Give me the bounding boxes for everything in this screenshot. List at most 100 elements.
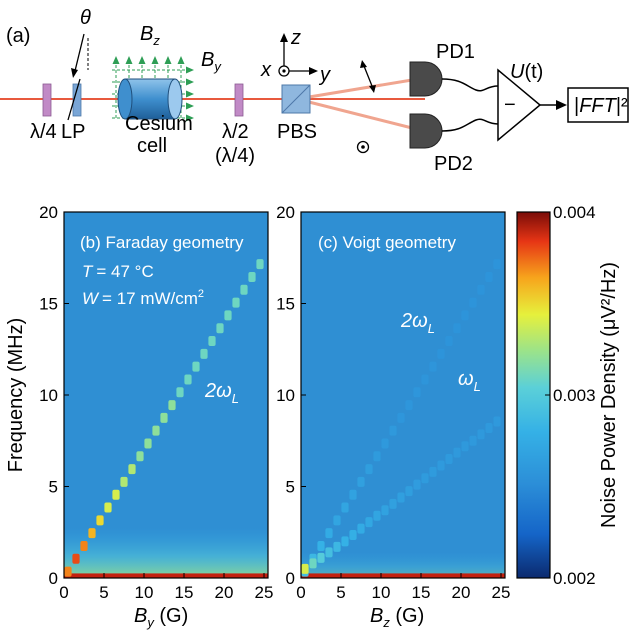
panel-c-series-l-mark bbox=[453, 447, 461, 458]
panel-c-series-l-mark bbox=[461, 441, 469, 452]
beam-to-pd2 bbox=[296, 97, 413, 130]
panel-c-ytick-label: 10 bbox=[276, 386, 295, 405]
differential-amplifier bbox=[497, 68, 542, 142]
wire-pd1 bbox=[441, 78, 499, 92]
panel-c-series-l-mark bbox=[357, 523, 365, 534]
panel-b-series-2l-mark bbox=[80, 540, 88, 551]
lp-label: LP bbox=[61, 121, 85, 143]
panel-c-series-l-mark bbox=[365, 517, 373, 528]
panel-b-xlabel: By (G) bbox=[134, 605, 188, 630]
theta-label: θ bbox=[80, 7, 91, 29]
panel-b-series-2l-mark bbox=[248, 271, 256, 282]
panel-b-ytick-label: 0 bbox=[49, 569, 58, 588]
panel-c-series-l-mark bbox=[325, 547, 333, 558]
panel-c-series-2l-mark bbox=[365, 464, 373, 475]
panel-c-xlabel: Bz (G) bbox=[370, 605, 424, 630]
panel-c-series-2l-mark bbox=[349, 489, 357, 500]
axis-y-label: y bbox=[318, 64, 331, 86]
panel-c-series-2l-mark bbox=[381, 438, 389, 449]
panel-b-series-2l-mark bbox=[232, 297, 240, 308]
panel-b-data-marks bbox=[64, 259, 268, 578]
panel-b-series-2l-mark bbox=[160, 412, 168, 423]
setup-schematic: (a) λ/4 θ LP Cesium cell Bz By λ/2 (λ/4) bbox=[0, 7, 629, 175]
wire-pd2 bbox=[441, 118, 499, 132]
panel-c-series-2l-mark bbox=[389, 425, 397, 436]
panel-c-series-2l-mark bbox=[413, 387, 421, 398]
panel-c-series-2l-mark bbox=[325, 528, 333, 539]
panel-c-series-2l-mark bbox=[453, 323, 461, 334]
panel-b-series-2l-mark bbox=[184, 374, 192, 385]
bz-arrowhead bbox=[138, 56, 146, 64]
panel-c-series-2l-mark bbox=[317, 540, 325, 551]
polarization-out-of-plane-icon bbox=[356, 140, 370, 154]
panel-b-series-2l-mark bbox=[72, 553, 80, 564]
beam-to-pd1 bbox=[296, 78, 413, 101]
panel-b-low-frequency-glow bbox=[64, 528, 268, 578]
panel-c-series-l-mark bbox=[429, 466, 437, 477]
panel-c-series-l-mark bbox=[381, 505, 389, 516]
panel-b-xtick-label: 15 bbox=[175, 583, 194, 602]
panel-c-series-2l-mark bbox=[429, 361, 437, 372]
panel-c-series-l-mark bbox=[341, 536, 349, 547]
theta-arrowhead bbox=[71, 68, 78, 78]
panel-c-series-l-mark bbox=[349, 529, 357, 540]
panel-c-series-l-mark bbox=[309, 558, 317, 569]
panel-b-series-2l-mark bbox=[104, 502, 112, 513]
polarizer-axis bbox=[67, 78, 81, 121]
panel-c-series-2l-mark bbox=[357, 476, 365, 487]
pd2-label: PD2 bbox=[434, 153, 473, 175]
panel-c-series-2l-mark bbox=[397, 412, 405, 423]
panel-b-series-2l-mark bbox=[192, 361, 200, 372]
panel-b-series-2l-mark bbox=[88, 528, 96, 539]
panel-b-series-2l-mark bbox=[136, 451, 144, 462]
hwp-label-2: (λ/4) bbox=[215, 145, 255, 167]
panel-c-xtick-label: 5 bbox=[336, 583, 345, 602]
theta-arrow bbox=[73, 33, 85, 76]
photodiode-2 bbox=[409, 113, 443, 149]
panel-c-ytick-label: 15 bbox=[276, 295, 295, 314]
panel-b-xtick-label: 20 bbox=[215, 583, 234, 602]
polarization-double-arrow-icon bbox=[360, 60, 376, 93]
by-label: By bbox=[201, 49, 222, 74]
panel-b-ticks: 0 5 10 15 20 25 0 5 10 15 20 bbox=[39, 203, 273, 602]
panel-b-xtick-label: 5 bbox=[99, 583, 108, 602]
panel-c-ytick-label: 0 bbox=[286, 569, 295, 588]
colorbar-tick-label: 0.002 bbox=[553, 569, 596, 588]
panel-c-series-l-mark bbox=[373, 510, 381, 521]
panel-b-series-2l-mark bbox=[224, 310, 232, 321]
panel-b-series-2l-mark bbox=[96, 515, 104, 526]
panel-c-series-l-mark bbox=[301, 563, 309, 574]
fft-label: |FFT|² bbox=[574, 95, 628, 117]
cell-window-right bbox=[167, 78, 183, 120]
panel-c-label: (c) Voigt geometry bbox=[318, 233, 456, 252]
colorbar-ticks: 0.002 0.003 0.004 bbox=[545, 203, 596, 588]
by-arrowhead bbox=[186, 78, 194, 86]
photodiode-1 bbox=[409, 61, 443, 97]
panel-c-series-2l-mark bbox=[461, 310, 469, 321]
by-arrowhead bbox=[186, 66, 194, 74]
panel-c-series-2l-mark bbox=[341, 502, 349, 513]
panel-b-ytick-label: 10 bbox=[39, 386, 58, 405]
panel-b-series-2l-mark bbox=[176, 387, 184, 398]
panel-b-series-2l-mark bbox=[128, 464, 136, 475]
panel-b-ytick-label: 5 bbox=[49, 478, 58, 497]
panel-b-ylabel: Frequency (MHz) bbox=[5, 318, 27, 472]
panel-c-series-l-mark bbox=[493, 416, 501, 427]
panel-c-series-2l-mark bbox=[493, 259, 501, 270]
panel-b-series-2l-mark bbox=[152, 425, 160, 436]
panel-c-series-l-mark bbox=[413, 479, 421, 490]
coordinate-axes: z x y bbox=[260, 27, 331, 86]
colorbar-tick-label: 0.004 bbox=[553, 203, 596, 222]
panel-c-series-2l-mark bbox=[469, 297, 477, 308]
panel-b-label: (b) Faraday geometry bbox=[80, 233, 244, 252]
panel-c-series-2l-mark bbox=[445, 336, 453, 347]
panel-b-xtick-label: 0 bbox=[59, 583, 68, 602]
panel-b-series-2l-mark bbox=[120, 476, 128, 487]
bz-arrowhead bbox=[177, 56, 185, 64]
panel-c-series-2l-mark bbox=[333, 515, 341, 526]
panel-c-series-l-mark bbox=[389, 498, 397, 509]
panel-b-series-2l-mark bbox=[200, 348, 208, 359]
cell-label-2: cell bbox=[137, 135, 167, 157]
output-arrowhead bbox=[556, 100, 567, 110]
